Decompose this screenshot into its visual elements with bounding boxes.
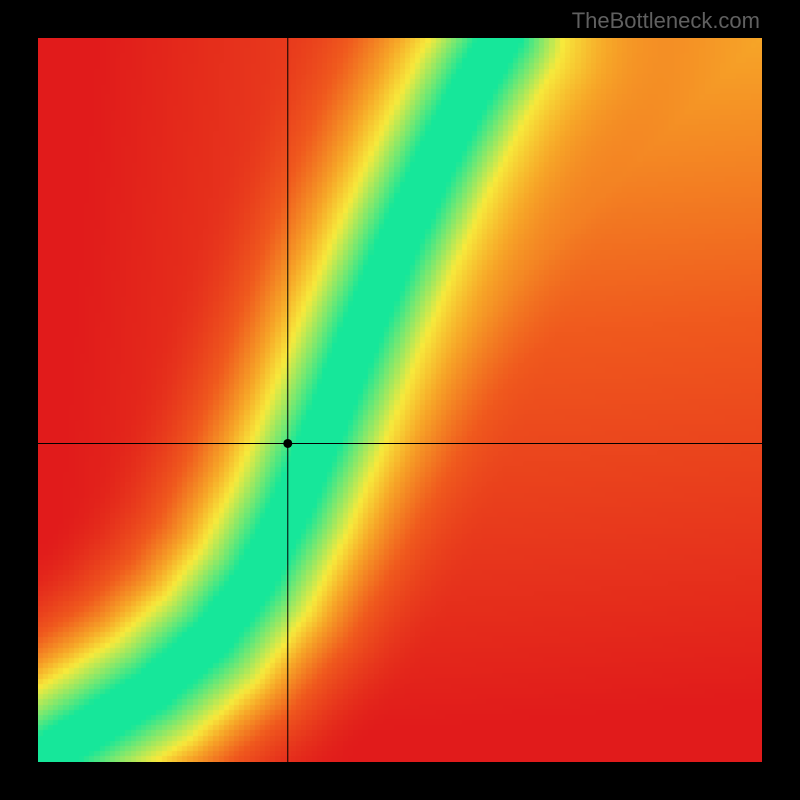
- heatmap-canvas: [38, 38, 762, 762]
- watermark-text: TheBottleneck.com: [572, 8, 760, 34]
- heatmap-plot: [38, 38, 762, 762]
